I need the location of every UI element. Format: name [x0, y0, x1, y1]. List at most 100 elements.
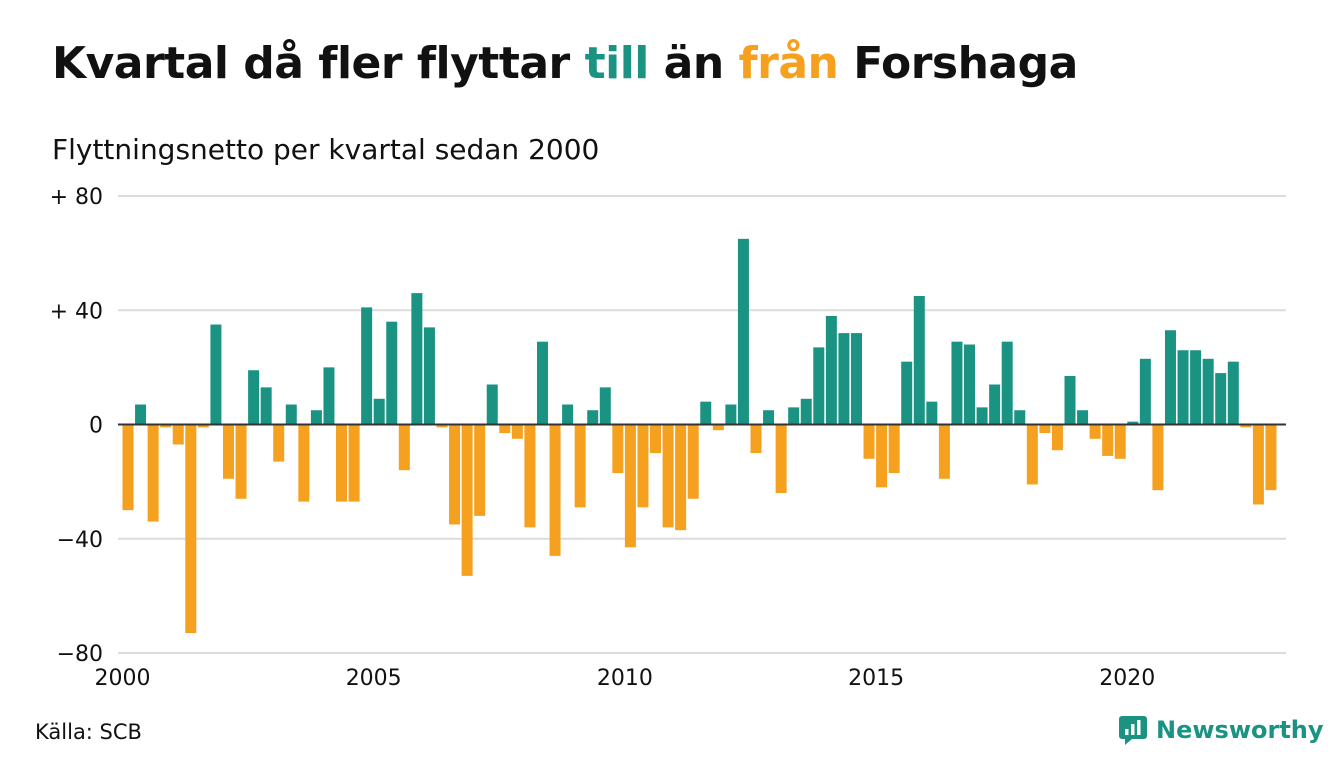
bar [310, 410, 322, 425]
bar [147, 424, 159, 522]
bar [775, 424, 787, 494]
bar [913, 295, 925, 425]
y-axis-labels: + 80 + 40 0 −40 −80 [50, 185, 103, 667]
bar [825, 315, 837, 425]
bar [574, 424, 586, 508]
brand-name: Newsworthy [1156, 716, 1324, 744]
bar [1001, 341, 1013, 425]
x-tick-label: 2020 [1099, 666, 1155, 691]
bar [411, 293, 423, 425]
bar [1127, 421, 1139, 425]
bar [1227, 361, 1239, 425]
bar [549, 424, 561, 556]
bar [1139, 358, 1151, 425]
bar [725, 404, 737, 425]
bar [524, 424, 536, 528]
bar [964, 344, 976, 425]
bar [1039, 424, 1051, 434]
bar [486, 384, 498, 425]
bar [1102, 424, 1114, 456]
bar [210, 324, 222, 425]
bar [700, 401, 712, 425]
bar [323, 367, 335, 425]
title-highlight-out: från [738, 38, 839, 89]
bar [976, 407, 988, 425]
bar [1164, 330, 1176, 425]
bar [1114, 424, 1126, 459]
bar [235, 424, 247, 499]
bar [1202, 358, 1214, 425]
bar [612, 424, 624, 474]
y-tick-label: 0 [89, 414, 103, 439]
y-tick-label: + 80 [50, 185, 103, 210]
chart-subtitle: Flyttningsnetto per kvartal sedan 2000 [52, 133, 600, 166]
bar [1077, 410, 1089, 425]
bar [1051, 424, 1063, 451]
brand-logo[interactable]: Newsworthy [1118, 714, 1324, 746]
bar [423, 327, 435, 425]
bar [122, 424, 134, 511]
bar [1152, 424, 1164, 491]
bar [461, 424, 473, 576]
bar [373, 398, 385, 425]
y-tick-label: + 40 [50, 299, 103, 324]
bar [888, 424, 900, 474]
bar [989, 384, 1001, 425]
bar [1215, 373, 1227, 425]
title-part-2: än [648, 38, 739, 89]
x-tick-label: 2005 [346, 666, 402, 691]
bar [850, 333, 862, 425]
chart-title: Kvartal då fler flyttar till än från For… [52, 38, 1078, 89]
x-axis-labels: 2000 2005 2010 2015 2020 [95, 666, 1156, 691]
bar [135, 404, 147, 425]
x-tick-label: 2000 [95, 666, 151, 691]
title-part-1: Kvartal då fler flyttar [52, 38, 585, 89]
bar [737, 238, 749, 425]
bar [536, 341, 548, 425]
bars [122, 238, 1277, 634]
bar [1265, 424, 1277, 491]
bar [398, 424, 410, 471]
bar [926, 401, 938, 425]
bar [248, 370, 260, 425]
bar [436, 424, 448, 428]
bar [172, 424, 184, 445]
bar [1190, 350, 1202, 425]
bar [624, 424, 636, 548]
bar [750, 424, 762, 454]
bar [285, 404, 297, 425]
bar [650, 424, 662, 454]
y-tick-label: −80 [57, 642, 103, 667]
bar [587, 410, 599, 425]
title-highlight-in: till [584, 38, 650, 89]
x-tick-label: 2010 [597, 666, 653, 691]
bar [160, 424, 172, 428]
gridlines [118, 195, 1286, 654]
bar [838, 333, 850, 425]
bar [863, 424, 875, 459]
bar [511, 424, 523, 439]
bar [662, 424, 674, 528]
bar [901, 361, 913, 425]
bar [449, 424, 461, 525]
bar [1177, 350, 1189, 425]
bar [1064, 375, 1076, 425]
bar [1240, 424, 1252, 428]
bar [813, 347, 825, 425]
bar [951, 341, 963, 425]
bar [298, 424, 310, 502]
bar [712, 424, 724, 431]
bar [800, 398, 812, 425]
bar [1026, 424, 1038, 485]
bar [185, 424, 197, 634]
bar [348, 424, 360, 502]
bar [197, 424, 209, 428]
bar [687, 424, 699, 499]
y-tick-label: −40 [57, 528, 103, 553]
bar [499, 424, 511, 434]
bar [637, 424, 649, 508]
bar [474, 424, 486, 516]
newsworthy-logo-icon [1119, 716, 1147, 745]
bar [675, 424, 687, 531]
bar [273, 424, 285, 462]
